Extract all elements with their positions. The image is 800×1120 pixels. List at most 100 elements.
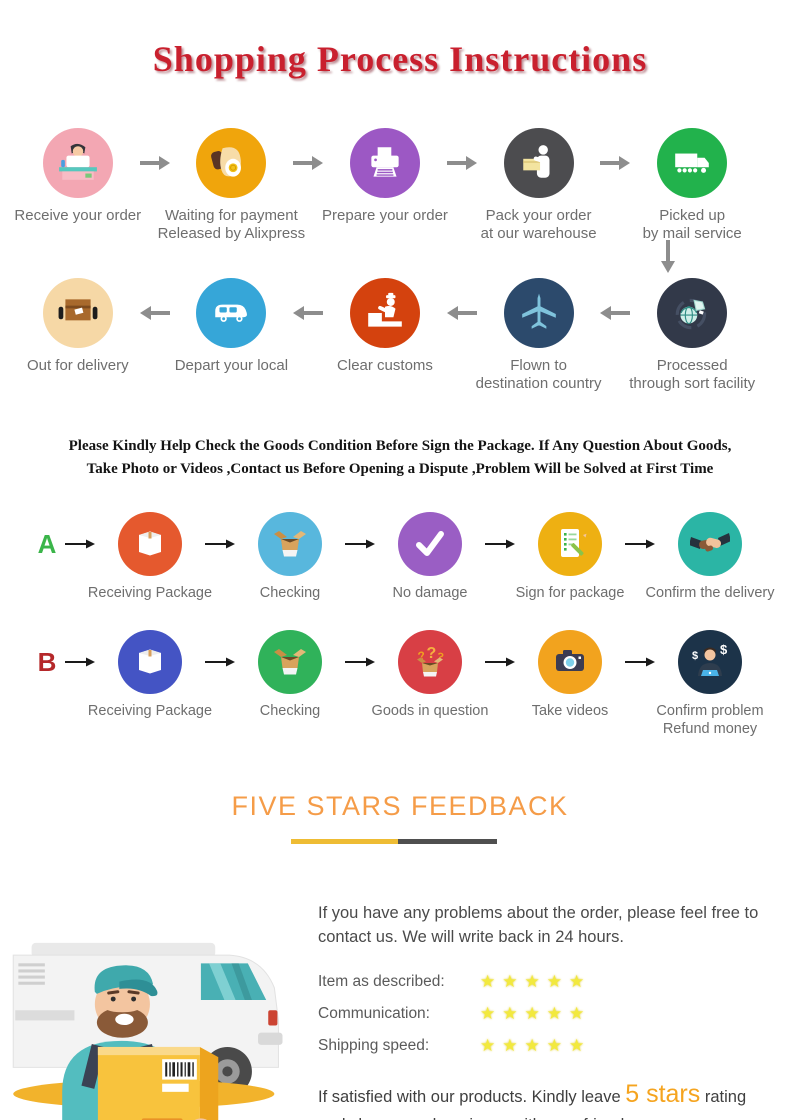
step-label: Take videos bbox=[531, 703, 609, 720]
printer-icon bbox=[349, 128, 420, 198]
svg-text:?: ? bbox=[416, 649, 427, 664]
underline-dark-segment bbox=[398, 838, 497, 844]
feedback-text-block: If you have any problems about the order… bbox=[308, 896, 800, 1120]
rating-label: Item as described: bbox=[318, 972, 445, 990]
package-wheels-icon bbox=[42, 277, 113, 348]
step-picked-up: Picked up by mail service bbox=[630, 128, 754, 244]
checkmark-icon bbox=[398, 511, 462, 576]
question-box-icon: ? ? ? bbox=[398, 630, 462, 695]
svg-text:?: ? bbox=[427, 645, 437, 662]
camera-icon bbox=[538, 630, 602, 695]
step-label: Prepare your order bbox=[322, 207, 448, 224]
step-receive-order: Receive your order bbox=[14, 128, 142, 225]
step-label: Depart your local bbox=[174, 356, 289, 374]
process-row-1: Receive your order Waiting for payment R… bbox=[0, 128, 800, 244]
airplane-icon bbox=[503, 277, 574, 348]
flow-row-b: B Receiving Package bbox=[0, 630, 800, 738]
step-depart-local: Depart your local bbox=[170, 277, 294, 375]
step-checking-b: Checking bbox=[236, 630, 344, 721]
svg-text:$: $ bbox=[692, 650, 698, 662]
step-receiving-package-b: Receiving Package bbox=[88, 630, 212, 721]
van-icon bbox=[196, 277, 267, 348]
five-stars-icon: ★★★★★ bbox=[480, 1035, 592, 1055]
step-label: Checking bbox=[259, 584, 321, 601]
arrow-left-icon bbox=[446, 305, 477, 321]
arrow-down-icon bbox=[0, 239, 800, 278]
step-label: Receive your order bbox=[14, 207, 142, 224]
heading-underline bbox=[291, 838, 497, 844]
step-label: Out for delivery bbox=[26, 356, 129, 374]
closing-note: If satisfied with our products. Kindly l… bbox=[318, 1076, 768, 1120]
page-title: Shopping Process Instructions bbox=[152, 39, 648, 79]
step-label: Picked up by mail service bbox=[642, 207, 742, 243]
five-stars-icon: ★★★★★ bbox=[480, 971, 592, 991]
step-label: Confirm problem Refund money bbox=[656, 703, 764, 738]
truck-icon bbox=[657, 128, 728, 198]
notice-line-1: Please Kindly Help Check the Goods Condi… bbox=[68, 438, 732, 455]
step-take-videos: Take videos bbox=[516, 630, 624, 721]
step-label: Checking bbox=[259, 703, 321, 720]
closed-box-icon bbox=[118, 511, 182, 576]
step-label: Waiting for payment Released by Alixpres… bbox=[157, 207, 306, 243]
five-stars-highlight: 5 stars bbox=[625, 1079, 701, 1108]
step-label: Processed through sort facility bbox=[629, 356, 756, 392]
rating-row-communication: Communication: ★★★★★ bbox=[318, 1004, 776, 1024]
arrow-right-thin-icon bbox=[64, 538, 96, 550]
process-row-2: Out for delivery Depart your local bbox=[0, 277, 800, 394]
arrow-right-thin-icon bbox=[344, 538, 376, 550]
flow-letter-a: A bbox=[37, 528, 57, 559]
underline-yellow-segment bbox=[291, 838, 399, 844]
document-sign-icon bbox=[538, 511, 602, 576]
step-out-for-delivery: Out for delivery bbox=[16, 277, 140, 375]
step-clear-customs: Clear customs bbox=[323, 277, 447, 375]
arrow-left-icon bbox=[139, 305, 170, 321]
step-confirm-problem-refund: $ $ Confirm problem Refund money bbox=[656, 630, 764, 738]
rating-label: Communication: bbox=[318, 1004, 430, 1022]
handshake-icon bbox=[678, 511, 742, 576]
arrow-left-icon bbox=[293, 305, 324, 321]
step-sign-for-package: Sign for package bbox=[515, 511, 625, 603]
step-goods-in-question: ? ? ? Goods in question bbox=[372, 630, 488, 721]
notice-line-2: Take Photo or Videos ,Contact us Before … bbox=[86, 461, 714, 478]
arrow-right-thin-icon bbox=[484, 656, 516, 668]
person-at-desk-icon bbox=[42, 128, 113, 198]
globe-sort-icon bbox=[657, 277, 728, 348]
step-label: Receiving Package bbox=[87, 584, 213, 601]
open-box-icon bbox=[258, 511, 322, 576]
step-pack-order: Pack your order at our warehouse bbox=[477, 128, 601, 244]
goods-check-notice: Please Kindly Help Check the Goods Condi… bbox=[30, 435, 770, 482]
step-label: Flown to destination country bbox=[475, 356, 602, 392]
rating-row-item-described: Item as described: ★★★★★ bbox=[318, 972, 776, 992]
customs-officer-icon bbox=[349, 277, 420, 348]
step-label: Sign for package bbox=[515, 584, 625, 601]
arrow-right-thin-icon bbox=[344, 656, 376, 668]
arrow-right-icon bbox=[139, 155, 170, 171]
closed-box-icon bbox=[118, 630, 182, 695]
arrow-right-thin-icon bbox=[204, 656, 236, 668]
feedback-heading: FIVE STARS FEEDBACK bbox=[231, 790, 569, 821]
step-label: No damage bbox=[392, 584, 468, 601]
open-box-icon bbox=[258, 630, 322, 695]
arrow-right-thin-icon bbox=[624, 656, 656, 668]
step-flown-destination: Flown to destination country bbox=[475, 277, 602, 394]
closing-suffix: rating and share your happiness with you… bbox=[318, 1087, 747, 1120]
delivery-man-illustration bbox=[0, 896, 308, 1120]
feedback-section: If you have any problems about the order… bbox=[0, 896, 800, 1120]
step-confirm-delivery: Confirm the delivery bbox=[646, 511, 774, 603]
step-label: Receiving Package bbox=[87, 703, 213, 720]
wallet-payment-icon bbox=[196, 128, 267, 198]
step-receiving-package-a: Receiving Package bbox=[88, 511, 212, 603]
flow-letter-b: B bbox=[37, 647, 57, 678]
arrow-left-icon bbox=[600, 305, 631, 321]
step-label: Goods in question bbox=[371, 703, 489, 720]
arrow-right-icon bbox=[293, 155, 324, 171]
svg-text:$: $ bbox=[720, 642, 728, 657]
arrow-right-icon bbox=[446, 155, 477, 171]
step-label: Clear customs bbox=[337, 356, 433, 374]
step-sort-facility: Processed through sort facility bbox=[629, 277, 756, 394]
rating-label: Shipping speed: bbox=[318, 1036, 430, 1054]
rating-row-shipping-speed: Shipping speed: ★★★★★ bbox=[318, 1036, 776, 1056]
feedback-intro: If you have any problems about the order… bbox=[318, 903, 759, 946]
step-label: Confirm the delivery bbox=[645, 584, 775, 601]
